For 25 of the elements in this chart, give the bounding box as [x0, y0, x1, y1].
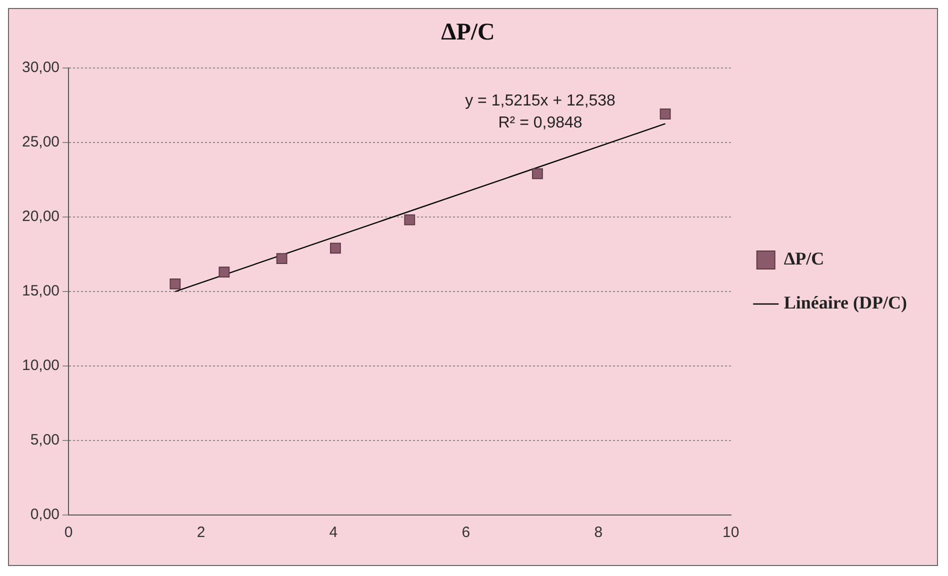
annotation: y = 1,5215x + 12,538: [465, 92, 616, 110]
chart-title: ΔP/C: [441, 20, 495, 46]
y-tick-label: 15,00: [22, 282, 60, 300]
x-tick-label: 10: [722, 524, 740, 542]
x-tick-label: 8: [594, 524, 603, 542]
point: [532, 168, 543, 180]
y-tick-label: 25,00: [22, 133, 60, 150]
y-tick-label: 0,00: [30, 506, 60, 524]
x-tick-label: 4: [329, 524, 338, 542]
x-tick-label: 2: [196, 524, 206, 542]
x-tick-label: 6: [462, 524, 470, 542]
y-tick-label: 30,00: [22, 58, 60, 76]
y-tick-label: 20,00: [22, 208, 60, 226]
y-tick-label: 10,00: [22, 357, 60, 374]
x-tick-label: 0: [64, 524, 73, 542]
point: [170, 278, 181, 290]
point: [404, 214, 416, 226]
y-tick-label: 5,00: [30, 432, 60, 449]
legend-label: ΔP/C: [784, 248, 824, 269]
annotation: R² = 0,9848: [498, 114, 582, 132]
point: [660, 108, 671, 120]
point: [330, 242, 341, 254]
legend-label: Linéaire (DP/C): [784, 292, 908, 313]
point: [218, 266, 230, 278]
point: [276, 253, 288, 264]
